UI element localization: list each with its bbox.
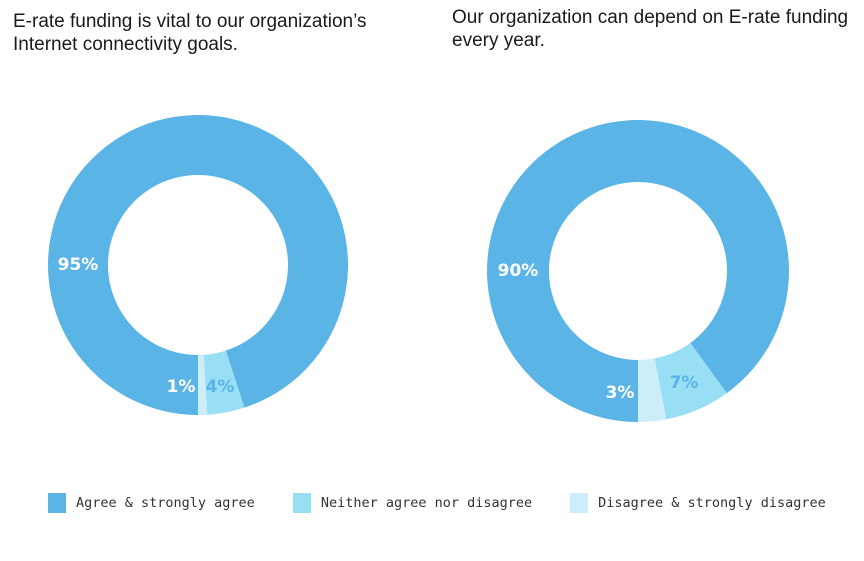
chart-2-label-neither: 7% [670,373,699,393]
chart-1-label-neither: 4% [206,377,235,397]
chart-2-slice-agree [487,120,789,422]
chart-1-slice-agree [48,115,349,415]
legend-label-disagree: Disagree & strongly disagree [598,495,826,511]
legend-swatch-neither [292,493,311,513]
legend-item-neither: Neither agree nor disagree [292,493,533,513]
chart-2-title: Our organization can depend on E-rate fu… [452,7,849,51]
legend-swatch-agree [48,493,66,513]
chart-1-label-disagree: 1% [167,377,196,397]
chart-1-title: E-rate funding is vital to our organizat… [13,11,367,55]
legend: Agree & strongly agree Neither agree nor… [48,493,826,513]
chart-1-slice-disagree [198,354,208,415]
legend-item-disagree: Disagree & strongly disagree [570,493,826,513]
chart-2-slice-disagree [638,358,667,422]
chart-2-label-agree: 90% [498,261,539,281]
chart-2-label-disagree: 3% [606,383,635,403]
legend-label-neither: Neither agree nor disagree [320,495,533,511]
legend-item-agree: Agree & strongly agree [48,493,255,513]
legend-label-agree: Agree & strongly agree [76,495,255,511]
chart-2-slice-neither [654,343,727,420]
chart-1-label-agree: 95% [58,255,99,275]
legend-swatch-disagree [570,493,589,513]
chart-1-slice-neither [203,350,245,415]
